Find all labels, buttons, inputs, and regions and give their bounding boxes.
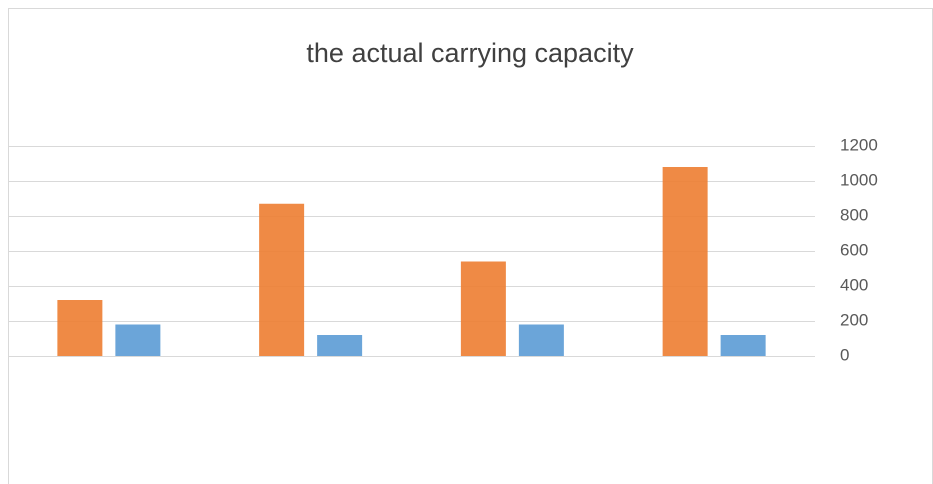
bar <box>57 300 103 356</box>
bar <box>115 324 161 356</box>
bar <box>317 335 363 356</box>
y-tick-label: 600 <box>840 240 868 259</box>
y-tick-label: 0 <box>840 345 849 364</box>
bar <box>662 167 708 356</box>
y-tick-label: 800 <box>840 205 868 224</box>
y-tick-label: 400 <box>840 275 868 294</box>
bar <box>460 261 506 356</box>
bar <box>259 203 305 356</box>
y-tick-label: 1000 <box>840 170 878 189</box>
bar <box>518 324 564 356</box>
bar <box>720 335 766 356</box>
y-tick-label: 1200 <box>840 135 878 154</box>
chart-title: the actual carrying capacity <box>306 38 634 68</box>
chart-frame <box>8 8 933 484</box>
y-tick-label: 200 <box>840 310 868 329</box>
